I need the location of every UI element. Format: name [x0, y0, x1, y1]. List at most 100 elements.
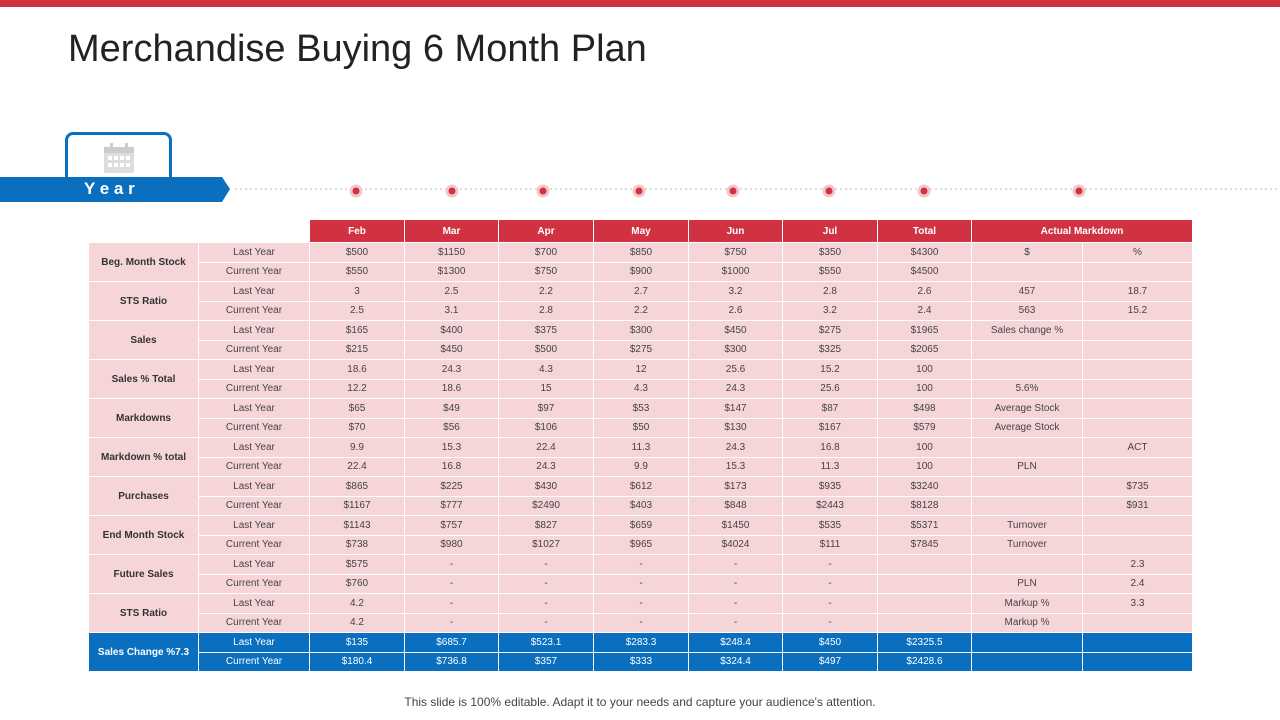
cell: [971, 554, 1083, 575]
cell: $: [971, 242, 1083, 263]
cell: $498: [877, 398, 972, 419]
cell: $736.8: [404, 651, 499, 672]
cell: $612: [593, 476, 689, 497]
cell: Sales change %: [971, 320, 1083, 341]
table-row: Current Year $215 $450 $500 $275 $300 $325 $206…: [89, 339, 1194, 360]
period-label: Current Year: [198, 300, 310, 321]
cell: $523.1: [498, 632, 594, 653]
cell: $3240: [877, 476, 972, 497]
cell: 100: [877, 359, 972, 380]
period-label: Last Year: [198, 320, 310, 341]
cell: 4.2: [309, 593, 405, 614]
cell: -: [782, 573, 878, 594]
cell: [971, 339, 1083, 360]
cell: $400: [404, 320, 499, 341]
cell: $777: [404, 495, 499, 516]
cell: 24.3: [688, 378, 783, 399]
cell: $300: [593, 320, 689, 341]
period-label: Current Year: [198, 456, 310, 477]
cell: $147: [688, 398, 783, 419]
cell: $403: [593, 495, 689, 516]
cell: 3: [309, 281, 405, 302]
tab-label: Y e a r: [84, 179, 135, 198]
table-row: Current Year $1167 $777 $2490 $403 $848 $2443 $…: [89, 495, 1194, 516]
header-row: Feb Mar Apr May Jun Jul Total Actual Markdown: [88, 219, 1194, 243]
cell: Markup %: [971, 612, 1083, 633]
cell: %: [1081, 242, 1194, 263]
period-label: Current Year: [198, 417, 310, 438]
column-header: May: [593, 219, 689, 243]
cell: [971, 261, 1083, 282]
cell: [1081, 534, 1194, 555]
timeline: [0, 177, 1280, 202]
cell: 2.5: [404, 281, 499, 302]
table-row: Current Year 4.2- - - - - Markup %: [89, 612, 1194, 633]
cell: $931: [1081, 495, 1194, 516]
cell: [1081, 320, 1194, 341]
cell: $500: [498, 339, 594, 360]
cell: 2.7: [593, 281, 689, 302]
cell: [877, 612, 972, 633]
cell: 2.4: [877, 300, 972, 321]
group-label: Purchases: [88, 476, 199, 516]
cell: -: [593, 593, 689, 614]
cell: $450: [782, 632, 878, 653]
cell: 18.6: [404, 378, 499, 399]
title: Merchandise Buying 6 Month Plan: [68, 28, 647, 70]
cell: [971, 651, 1083, 672]
cell: $215: [309, 339, 405, 360]
period-label: Last Year: [198, 554, 310, 575]
cell: 3.2: [688, 281, 783, 302]
group-label: Markdown % total: [88, 437, 199, 477]
cell: [1081, 339, 1194, 360]
cell: 9.9: [309, 437, 405, 458]
cell: $659: [593, 515, 689, 536]
cell: $850: [593, 242, 689, 263]
cell: 2.4: [1081, 573, 1194, 594]
cell: $2065: [877, 339, 972, 360]
cell: $760: [309, 573, 405, 594]
cell: [1081, 515, 1194, 536]
cell: -: [782, 593, 878, 614]
period-label: Current Year: [198, 261, 310, 282]
cell: $497: [782, 651, 878, 672]
cell: $848: [688, 495, 783, 516]
cell: $430: [498, 476, 594, 497]
table-row: Sales Change %7.3 Last Year $135 $685.7 $523…: [88, 632, 1194, 672]
cell: [877, 593, 972, 614]
cell: $8128: [877, 495, 972, 516]
calendar-icon: [104, 143, 134, 173]
cell: 9.9: [593, 456, 689, 477]
cell: $757: [404, 515, 499, 536]
group-label: Sales: [88, 320, 199, 360]
cell: 2.8: [782, 281, 878, 302]
cell: [1081, 261, 1194, 282]
cell: $165: [309, 320, 405, 341]
table-row: Markdown % total Last Year 9.9 15.3 22.4 11.3…: [88, 437, 1194, 477]
period-label: Last Year: [198, 359, 310, 380]
cell: [1081, 632, 1194, 653]
cell: $49: [404, 398, 499, 419]
cell: 3.1: [404, 300, 499, 321]
cell: $450: [688, 320, 783, 341]
cell: 100: [877, 378, 972, 399]
cell: $275: [782, 320, 878, 341]
cell: 2.8: [498, 300, 594, 321]
cell: $56: [404, 417, 499, 438]
cell: -: [498, 593, 594, 614]
cell: Turnover: [971, 534, 1083, 555]
column-header: Jul: [782, 219, 878, 243]
cell: $5371: [877, 515, 972, 536]
cell: $535: [782, 515, 878, 536]
cell: $333: [593, 651, 689, 672]
cell: $579: [877, 417, 972, 438]
column-header: Total: [877, 219, 972, 243]
table-row: Purchases Last Year $865 $225 $430 $612 $173 $9…: [88, 476, 1194, 516]
group-label: Beg. Month Stock: [88, 242, 199, 282]
cell: [1081, 456, 1194, 477]
cell: Turnover: [971, 515, 1083, 536]
column-header: Jun: [688, 219, 783, 243]
column-header: Mar: [404, 219, 499, 243]
cell: $935: [782, 476, 878, 497]
cell: $2325.5: [877, 632, 972, 653]
